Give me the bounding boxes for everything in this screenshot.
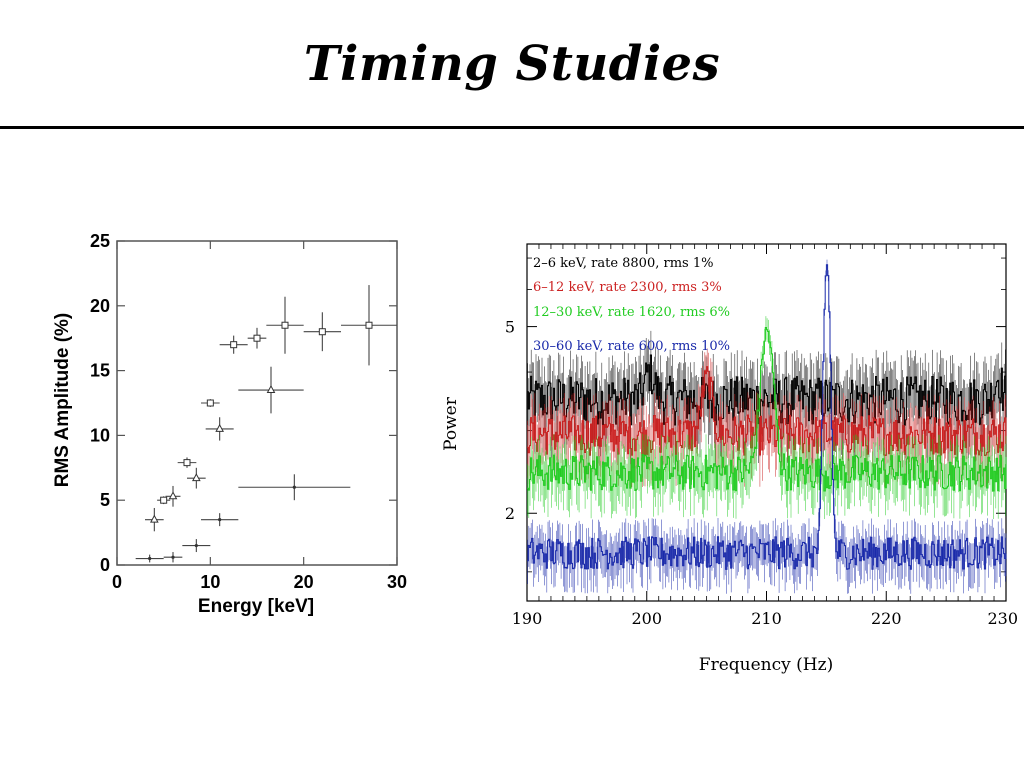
right-y-axis-label: Power xyxy=(441,396,461,451)
square-marker xyxy=(318,328,326,336)
square-marker xyxy=(160,496,168,504)
legend-entry: 2–6 keV, rate 8800, rms 1% xyxy=(533,256,713,271)
data-point-plus xyxy=(163,552,183,563)
left-y-tick-label: 25 xyxy=(90,231,110,251)
series-error-bars xyxy=(527,316,1007,519)
square-marker xyxy=(365,321,373,329)
left-x-tick-label: 30 xyxy=(387,572,407,592)
triangle-marker xyxy=(168,491,178,500)
square-marker xyxy=(281,321,289,329)
data-point-triangle xyxy=(145,507,164,532)
square-marker xyxy=(183,459,191,467)
left-y-tick-label: 0 xyxy=(100,555,110,575)
series-line xyxy=(527,264,1007,570)
series-line xyxy=(527,366,1007,456)
data-point-triangle xyxy=(205,417,234,441)
title-divider xyxy=(0,126,1024,129)
right-legend: 2–6 keV, rate 8800, rms 1% 6–12 keV, rate… xyxy=(533,256,730,354)
plus-marker xyxy=(171,555,175,559)
legend-entry: 12–30 keV, rate 1620, rms 6% xyxy=(533,305,730,320)
series-line xyxy=(527,354,1007,426)
left-x-axis-label: Energy [keV] xyxy=(198,596,314,617)
square-marker xyxy=(206,399,214,407)
left-plot-frame xyxy=(116,240,398,566)
right-x-axis-label: Frequency (Hz) xyxy=(699,655,833,675)
data-point-square xyxy=(303,312,341,352)
triangle-marker xyxy=(191,473,201,482)
right-x-tick-label: 190 xyxy=(512,609,543,628)
data-point-square xyxy=(266,296,304,354)
square-marker xyxy=(230,341,238,349)
right-y-tick-label: 2 xyxy=(505,504,515,523)
legend-entry: 30–60 keV, rate 600, rms 10% xyxy=(533,339,730,354)
right-y-tick-label: 5 xyxy=(505,318,515,337)
data-point-square xyxy=(341,285,397,366)
right-x-tick-label: 220 xyxy=(871,609,902,628)
data-point-triangle xyxy=(165,485,181,507)
series-error-bars xyxy=(527,259,1007,594)
data-point-plus xyxy=(182,539,211,553)
triangle-marker xyxy=(215,423,225,432)
data-point-square xyxy=(201,399,220,407)
left-x-tick-label: 10 xyxy=(200,572,220,592)
data-point-square xyxy=(177,457,197,468)
right-x-tick-label: 230 xyxy=(987,609,1018,628)
left-axis-ticks: 0 10 20 30 0 5 10 15 20 25 xyxy=(90,231,407,592)
left-plot-border xyxy=(116,240,398,566)
data-point-square xyxy=(219,335,248,354)
data-point-plus xyxy=(135,554,164,563)
data-point-triangle xyxy=(187,467,206,489)
triangle-marker xyxy=(149,514,159,523)
data-point-square xyxy=(247,327,267,349)
plus-marker xyxy=(194,543,198,548)
data-point-plus xyxy=(201,513,239,527)
left-x-tick-label: 0 xyxy=(112,572,122,592)
left-y-tick-label: 10 xyxy=(90,425,110,445)
right-series-lines xyxy=(527,259,1007,594)
triangle-marker xyxy=(266,384,276,394)
data-point-square xyxy=(157,496,171,505)
data-point-plus xyxy=(238,474,351,501)
data-point-triangle xyxy=(238,366,304,414)
plus-marker xyxy=(292,485,296,489)
left-data-points xyxy=(135,285,397,563)
plus-marker xyxy=(218,518,222,522)
square-marker xyxy=(253,334,261,342)
left-x-tick-label: 20 xyxy=(294,572,314,592)
right-x-tick-label: 200 xyxy=(631,609,662,628)
left-y-tick-label: 15 xyxy=(90,361,110,381)
left-y-tick-label: 20 xyxy=(90,296,110,316)
slide-title: Timing Studies xyxy=(303,36,721,92)
legend-entry: 6–12 keV, rate 2300, rms 3% xyxy=(533,280,722,295)
left-y-tick-label: 5 xyxy=(100,490,110,510)
left-y-axis-label: RMS Amplitude (%) xyxy=(52,313,73,488)
right-axis-ticks: 190 200 210 220 230 2 5 xyxy=(505,244,1018,628)
plus-marker xyxy=(148,556,152,561)
right-x-tick-label: 210 xyxy=(751,609,782,628)
series-line xyxy=(527,327,1007,492)
